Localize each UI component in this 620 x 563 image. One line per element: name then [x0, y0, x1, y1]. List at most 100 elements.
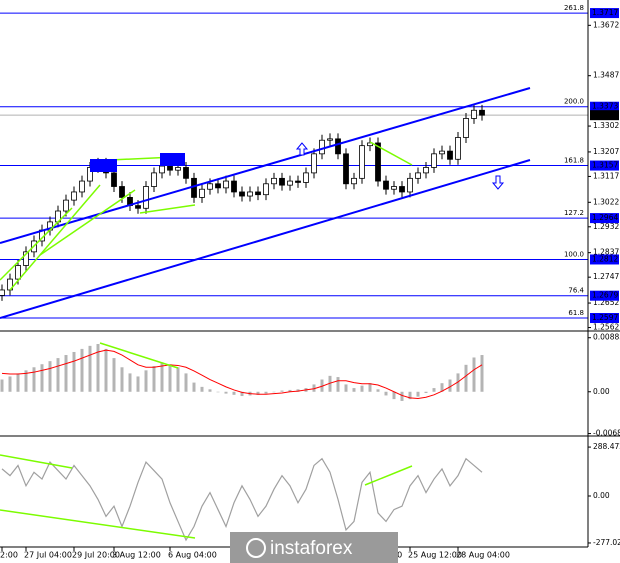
marker-box — [160, 153, 185, 166]
marker-box — [90, 159, 117, 172]
y-tick-label: 1.3487 — [593, 71, 619, 80]
candle-body — [399, 186, 405, 193]
level-value: 1.2597 — [592, 313, 618, 322]
histogram-bar — [296, 389, 300, 392]
y-tick-label: 1.3022 — [593, 197, 619, 206]
histogram-bar — [216, 391, 220, 393]
histogram-bar — [424, 391, 428, 393]
y-tick-label: 0.00883 — [593, 333, 620, 342]
level-box — [590, 8, 619, 19]
level-box — [590, 313, 619, 324]
candle-body — [135, 205, 141, 209]
histogram-bar — [448, 379, 452, 392]
candle-body — [383, 180, 389, 190]
histogram-bar — [272, 391, 276, 393]
histogram-bar — [168, 364, 172, 392]
histogram-bar — [312, 384, 316, 392]
histogram-bar — [376, 389, 380, 392]
histogram-bar — [384, 391, 388, 396]
trend-line — [39, 189, 136, 256]
candle-body — [151, 172, 157, 187]
histogram-bar — [32, 367, 36, 392]
histogram-bar — [88, 345, 92, 392]
level-value: 1.3157 — [592, 161, 618, 170]
x-tick-label: 2:00 — [0, 551, 18, 560]
histogram-bar — [192, 382, 196, 392]
candle-body — [183, 167, 189, 179]
histogram-bar — [72, 351, 76, 392]
y-tick-label: 1.2747 — [593, 272, 619, 281]
histogram-bar — [64, 355, 68, 392]
candle-body — [175, 167, 181, 171]
x-tick-label: 3 Aug 12:00 — [112, 551, 161, 560]
level-value: 1.3717 — [592, 8, 618, 17]
trend-line — [9, 184, 101, 291]
level-box — [590, 213, 619, 224]
y-tick-label: 1.2652 — [593, 298, 619, 307]
histogram-bar — [368, 383, 372, 392]
histogram-bar — [240, 391, 244, 397]
histogram-bar — [464, 364, 468, 392]
y-tick-label: 1.2837 — [593, 248, 619, 257]
candle-body — [247, 191, 253, 197]
histogram-bar — [16, 373, 20, 392]
histogram-bar — [440, 383, 444, 392]
candle-body — [447, 150, 453, 160]
candle-body — [111, 172, 117, 187]
candle-body — [455, 137, 461, 160]
arrow-up — [295, 142, 309, 156]
y-tick-label: -0.00683 — [593, 429, 620, 438]
candle-body — [239, 191, 245, 197]
level-box — [590, 290, 619, 301]
divergence-lines — [0, 141, 413, 539]
y-tick-label: 1.3207 — [593, 147, 619, 156]
y-tick-label: 1.3302 — [593, 121, 619, 130]
candle-body — [287, 180, 293, 186]
histogram-bar — [352, 388, 356, 392]
plot-layer: 1.3672 1.3487 1.3302 1.3207 1.3117 1.3022 1.29… — [0, 4, 620, 560]
candle-body — [351, 177, 357, 185]
histogram-bar — [392, 391, 396, 400]
candle-body — [431, 153, 437, 168]
candle-body — [327, 138, 333, 141]
candle-body — [375, 142, 381, 182]
watermark: instaforex — [270, 538, 353, 559]
candle-body — [167, 165, 173, 171]
signal-line — [1, 349, 483, 399]
candle-body — [311, 153, 317, 174]
channel-upper — [0, 87, 531, 244]
histogram-bar — [336, 377, 340, 392]
watermark-logo — [246, 538, 266, 558]
level-name: 261.8 — [564, 4, 584, 12]
histogram-bar — [96, 344, 100, 392]
candle-body — [359, 145, 365, 179]
level-value: 1.2964 — [592, 213, 618, 222]
level-name: 200.0 — [564, 98, 584, 106]
level-value: 1.2679 — [592, 291, 618, 300]
candle-body — [15, 265, 21, 280]
candle-body — [63, 199, 69, 212]
candle-body — [223, 180, 229, 189]
histogram-bar — [0, 379, 4, 392]
candle-body — [343, 153, 349, 185]
histogram-bar — [408, 391, 412, 400]
candle-body — [191, 177, 197, 198]
level-name: 127.2 — [564, 209, 584, 217]
histogram-bar — [432, 388, 436, 392]
histogram-bar — [400, 391, 404, 401]
level-name: 161.8 — [564, 157, 584, 165]
candle-body — [479, 109, 485, 116]
candle-body — [407, 177, 413, 193]
last-price: 1.3342 — [592, 110, 618, 119]
histogram-bar — [40, 364, 44, 392]
candle-body — [263, 183, 269, 196]
level-name: 61.8 — [568, 309, 584, 317]
trend-line — [99, 342, 179, 369]
trend-line — [364, 465, 413, 486]
candle-body — [79, 180, 85, 193]
candle-body — [391, 186, 397, 190]
candle-body — [159, 165, 165, 174]
histogram-bar — [80, 348, 84, 392]
trend-line — [0, 454, 73, 469]
